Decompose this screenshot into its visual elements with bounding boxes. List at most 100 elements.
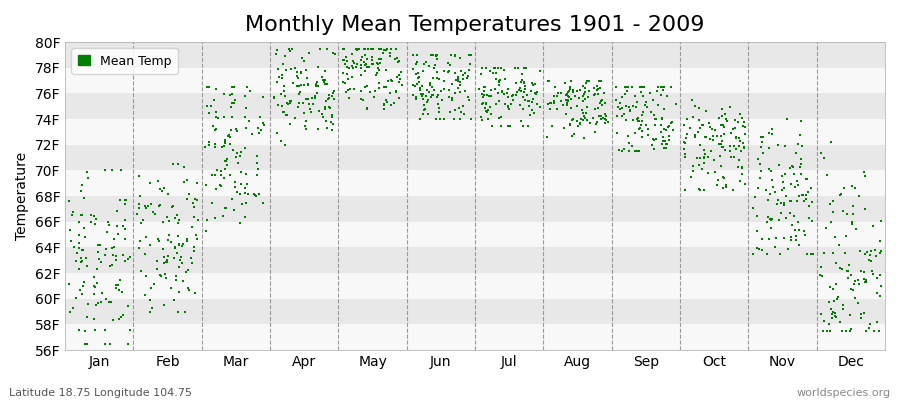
Point — [483, 68, 498, 74]
Point — [765, 177, 779, 183]
Point — [514, 88, 528, 95]
Point — [628, 148, 643, 154]
Point — [755, 134, 770, 140]
Point — [616, 110, 631, 117]
Y-axis label: Temperature: Temperature — [15, 152, 29, 240]
Point — [502, 105, 517, 112]
Point — [751, 185, 765, 192]
Point — [98, 340, 112, 347]
Point — [371, 61, 385, 67]
Point — [198, 144, 212, 150]
Point — [408, 82, 422, 89]
Point — [251, 165, 266, 172]
Point — [218, 140, 232, 146]
Point — [683, 174, 698, 180]
Point — [91, 242, 105, 249]
Point — [822, 321, 836, 327]
Point — [634, 134, 649, 140]
Point — [598, 100, 612, 106]
Point — [451, 74, 465, 80]
Point — [615, 94, 629, 100]
Point — [611, 104, 625, 110]
Point — [870, 319, 885, 325]
Point — [299, 126, 313, 132]
Point — [391, 58, 405, 65]
Point — [819, 328, 833, 334]
Point — [774, 210, 788, 216]
Point — [346, 86, 361, 93]
Point — [635, 92, 650, 99]
Point — [578, 88, 592, 95]
Point — [705, 126, 719, 132]
Point — [171, 233, 185, 240]
Point — [424, 84, 438, 90]
Point — [710, 182, 724, 188]
Point — [240, 84, 255, 90]
Point — [419, 99, 434, 106]
Point — [304, 95, 319, 101]
Point — [89, 216, 104, 222]
Point — [86, 274, 101, 280]
Point — [143, 308, 157, 315]
Point — [626, 103, 640, 110]
Bar — [65, 170, 885, 196]
Point — [686, 163, 700, 169]
Point — [562, 97, 576, 104]
Point — [451, 85, 465, 92]
Point — [110, 208, 124, 214]
Point — [733, 138, 747, 144]
Point — [867, 328, 881, 334]
Point — [734, 164, 749, 170]
Point — [84, 218, 98, 225]
Point — [592, 78, 607, 84]
Point — [846, 287, 860, 294]
Point — [233, 153, 248, 160]
Point — [342, 65, 356, 72]
Point — [413, 85, 428, 92]
Point — [225, 84, 239, 90]
Point — [859, 277, 873, 284]
Point — [700, 170, 715, 176]
Point — [557, 124, 572, 131]
Point — [777, 185, 791, 192]
Point — [233, 220, 248, 226]
Point — [627, 148, 642, 154]
Point — [797, 232, 812, 238]
Point — [372, 85, 386, 92]
Point — [422, 81, 436, 88]
Point — [677, 139, 691, 145]
Point — [632, 118, 646, 124]
Point — [427, 87, 441, 93]
Point — [199, 182, 213, 188]
Point — [792, 242, 806, 248]
Point — [251, 125, 266, 132]
Point — [714, 122, 728, 128]
Point — [172, 288, 186, 295]
Point — [505, 93, 519, 99]
Point — [229, 125, 243, 132]
Point — [861, 325, 876, 332]
Point — [560, 102, 574, 108]
Point — [814, 273, 829, 279]
Point — [274, 91, 288, 97]
Point — [318, 81, 332, 87]
Point — [86, 213, 101, 220]
Point — [301, 96, 315, 103]
Point — [489, 101, 503, 107]
Point — [80, 340, 94, 347]
Point — [279, 100, 293, 106]
Point — [762, 145, 777, 152]
Point — [87, 315, 102, 322]
Point — [392, 72, 406, 78]
Point — [680, 116, 694, 122]
Point — [284, 45, 299, 52]
Point — [622, 140, 636, 146]
Point — [796, 228, 811, 234]
Point — [184, 255, 199, 262]
Point — [620, 88, 634, 94]
Point — [631, 118, 645, 124]
Point — [94, 242, 108, 248]
Point — [789, 178, 804, 184]
Point — [491, 64, 505, 71]
Point — [392, 76, 407, 82]
